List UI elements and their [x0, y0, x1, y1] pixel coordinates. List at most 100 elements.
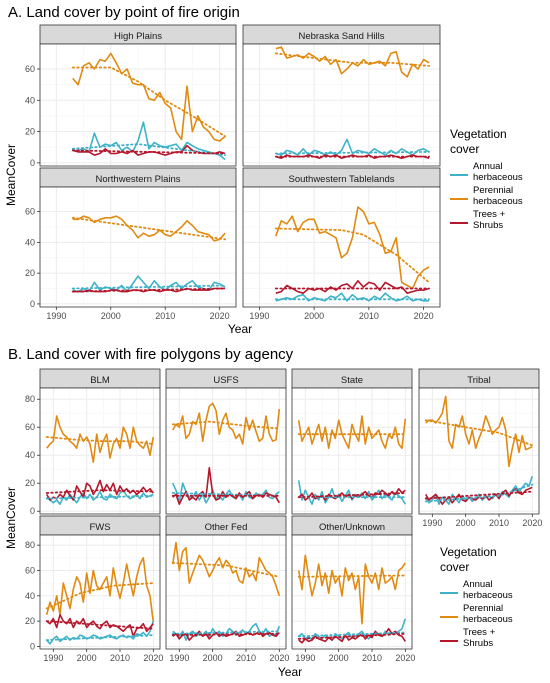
- y-tick-label: 80: [25, 540, 35, 550]
- y-tick-label: 40: [25, 95, 35, 105]
- series-line-trees: [298, 627, 406, 644]
- y-tick-label: 60: [25, 422, 35, 432]
- y-tick-label: 60: [25, 64, 35, 74]
- trend-line-annual: [274, 150, 431, 155]
- panel-strip-label: Nebraska Sand Hills: [298, 31, 384, 42]
- x-tick-label: 1990: [249, 311, 269, 321]
- panel-other-fed: Other Fed 1990 2000 2010 2020: [165, 515, 289, 663]
- panel-state: State: [291, 368, 413, 515]
- y-tick-label: 0: [30, 641, 35, 651]
- panel-nebraska-sand-hills: Nebraska Sand Hills: [242, 24, 441, 167]
- y-tick-label: 20: [25, 616, 35, 626]
- x-tick-label: 2000: [203, 653, 223, 663]
- panel-border: [165, 387, 287, 515]
- panel-strip-label: Tribal: [467, 375, 490, 386]
- series-line-perennial: [72, 215, 226, 242]
- panel-northwestern-plains: Northwestern Plains 0 20 40 60 1990 2000 2010 20…: [25, 167, 237, 321]
- legend-label-perennial: herbaceous: [463, 614, 513, 625]
- trend-line-perennial: [171, 562, 281, 578]
- trend-line-trees: [45, 489, 155, 494]
- panel-strip-label: Other Fed: [205, 522, 248, 533]
- legend-label-trees: Shrubs: [473, 220, 503, 231]
- panel-strip-label: Other/Unknown: [319, 522, 385, 533]
- panel-southwestern-tablelands: Southwestern Tablelands 1990 2000 2010 2020: [242, 167, 441, 321]
- series-line-perennial: [275, 206, 430, 290]
- x-tick-label: 1990: [295, 653, 315, 663]
- panel-strip-label: High Plains: [114, 31, 162, 42]
- x-tick-label: 2000: [456, 518, 476, 528]
- series-line-annual: [46, 620, 155, 645]
- y-axis-title: MeanCover: [4, 487, 18, 549]
- series-line-perennial: [297, 415, 407, 450]
- y-tick-label: 0: [30, 506, 35, 516]
- x-tick-label: 2010: [110, 653, 130, 663]
- trend-line-annual: [171, 492, 281, 497]
- trend-line-trees: [424, 490, 534, 500]
- panel-strip-label: Northwestern Plains: [95, 174, 180, 185]
- panel-border: [242, 43, 441, 167]
- y-tick-label: 20: [25, 478, 35, 488]
- x-tick-label: 2000: [304, 311, 324, 321]
- series-line-annual: [275, 292, 430, 302]
- x-tick-label: 2010: [359, 311, 379, 321]
- series-line-annual: [72, 275, 226, 293]
- legend-label-annual: herbaceous: [463, 590, 513, 601]
- y-axis-title: MeanCover: [4, 144, 18, 206]
- panel-strip-label: State: [341, 375, 363, 386]
- x-tick-label: 1990: [43, 653, 63, 663]
- x-tick-label: 2020: [143, 653, 163, 663]
- x-tick-label: 2020: [395, 653, 415, 663]
- panel-border: [165, 534, 287, 650]
- series-line-perennial: [46, 415, 155, 464]
- panel-strip-label: USFS: [213, 375, 238, 386]
- panel-border: [242, 186, 441, 308]
- x-tick-label: 1990: [169, 653, 189, 663]
- trend-line-perennial: [71, 66, 227, 138]
- y-tick-label: 20: [25, 268, 35, 278]
- panel-border: [39, 43, 237, 167]
- trend-line-annual: [45, 634, 155, 641]
- trend-line-perennial: [274, 52, 431, 67]
- trend-line-perennial: [274, 227, 431, 284]
- y-tick-label: 40: [25, 237, 35, 247]
- series-line-trees: [172, 466, 280, 506]
- x-axis-title: Year: [278, 665, 302, 679]
- legend-label-trees: Shrubs: [463, 638, 493, 649]
- panel-border: [39, 387, 161, 515]
- legend-title: Vegetation: [450, 127, 507, 141]
- trend-line-perennial: [45, 436, 155, 445]
- series-line-trees: [275, 154, 430, 159]
- chart-b: B. Land cover with fire polygons by agen…: [4, 346, 542, 679]
- y-tick-label: 20: [25, 127, 35, 137]
- x-tick-label: 2010: [236, 653, 256, 663]
- trend-line-perennial: [71, 216, 227, 241]
- panel-border: [291, 534, 413, 650]
- series-line-trees: [298, 487, 406, 501]
- panel-strip-label: FWS: [89, 522, 110, 533]
- x-tick-label: 2010: [489, 518, 509, 528]
- x-tick-label: 1990: [422, 518, 442, 528]
- y-tick-label: 80: [25, 394, 35, 404]
- panel-other-unknown: Other/Unknown 1990 2000 2010 2020: [291, 515, 415, 663]
- x-tick-label: 2020: [210, 311, 230, 321]
- panel-blm: BLM 0 20 40 60 80: [25, 368, 161, 516]
- x-tick-label: 1990: [46, 311, 66, 321]
- panel-background: [40, 535, 160, 649]
- legend-label-perennial: Perennial: [463, 603, 503, 614]
- panel-usfs: USFS: [165, 368, 287, 515]
- panel-fws: FWS 0 20 40 60 80 1990 2000 2010 2020: [25, 515, 163, 663]
- y-tick-label: 40: [25, 450, 35, 460]
- chart-b-title: B. Land cover with fire polygons by agen…: [8, 346, 294, 363]
- y-tick-label: 60: [25, 565, 35, 575]
- trend-line-annual: [45, 494, 155, 500]
- legend-title: cover: [450, 142, 479, 156]
- x-axis-title: Year: [228, 322, 252, 336]
- trend-line-perennial: [424, 419, 534, 447]
- trend-line-perennial: [45, 582, 155, 610]
- legend-label-trees: Trees +: [473, 209, 506, 220]
- trend-line-annual: [424, 483, 534, 503]
- y-tick-label: 0: [30, 158, 35, 168]
- series-line-annual: [72, 121, 226, 161]
- chart-a: A. Land cover by point of fire origin Hi…: [4, 4, 523, 336]
- trend-line-annual: [171, 630, 281, 635]
